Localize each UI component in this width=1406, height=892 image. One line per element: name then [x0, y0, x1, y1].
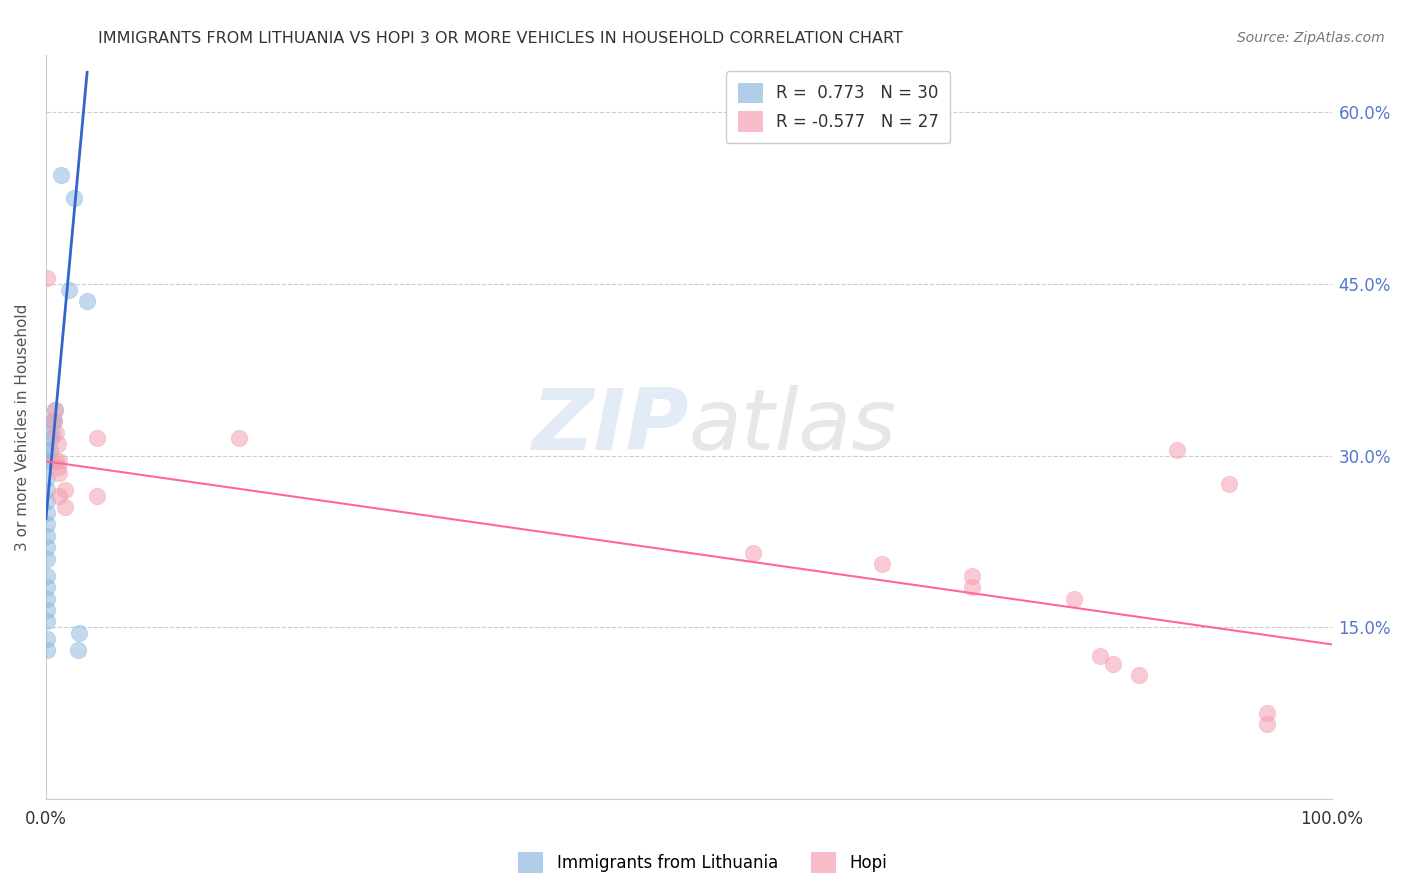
Point — [46, 437, 69, 451]
Point — [86, 489, 108, 503]
Point — [37, 568, 59, 582]
Point — [39, 432, 62, 446]
Point — [37, 506, 59, 520]
Text: ZIP: ZIP — [531, 385, 689, 468]
Point — [41, 414, 63, 428]
Point — [44, 402, 66, 417]
Point — [1102, 657, 1125, 671]
Point — [37, 580, 59, 594]
Point — [37, 454, 59, 468]
Point — [1256, 717, 1278, 731]
Point — [1166, 442, 1188, 457]
Point — [44, 402, 66, 417]
Point — [37, 615, 59, 629]
Point — [960, 568, 983, 582]
Point — [38, 454, 60, 468]
Point — [48, 489, 70, 503]
Point — [37, 271, 59, 285]
Point — [42, 414, 65, 428]
Point — [46, 460, 69, 475]
Point — [58, 283, 80, 297]
Point — [960, 580, 983, 594]
Text: IMMIGRANTS FROM LITHUANIA VS HOPI 3 OR MORE VEHICLES IN HOUSEHOLD CORRELATION CH: IMMIGRANTS FROM LITHUANIA VS HOPI 3 OR M… — [98, 31, 903, 46]
Point — [37, 603, 59, 617]
Point — [37, 540, 59, 554]
Point — [37, 551, 59, 566]
Point — [41, 425, 63, 440]
Point — [228, 432, 250, 446]
Point — [67, 643, 90, 657]
Point — [63, 191, 86, 205]
Point — [37, 494, 59, 508]
Point — [870, 558, 893, 572]
Point — [53, 500, 76, 514]
Point — [76, 294, 98, 309]
Point — [45, 425, 67, 440]
Legend: R =  0.773   N = 30, R = -0.577   N = 27: R = 0.773 N = 30, R = -0.577 N = 27 — [725, 70, 950, 144]
Point — [48, 454, 70, 468]
Point — [742, 546, 765, 560]
Point — [37, 471, 59, 485]
Legend: Immigrants from Lithuania, Hopi: Immigrants from Lithuania, Hopi — [512, 846, 894, 880]
Point — [1128, 668, 1150, 682]
Point — [1063, 591, 1085, 606]
Point — [37, 591, 59, 606]
Point — [67, 626, 90, 640]
Point — [38, 442, 60, 457]
Point — [37, 442, 59, 457]
Point — [45, 454, 67, 468]
Point — [37, 517, 59, 532]
Y-axis label: 3 or more Vehicles in Household: 3 or more Vehicles in Household — [15, 303, 30, 550]
Text: Source: ZipAtlas.com: Source: ZipAtlas.com — [1237, 31, 1385, 45]
Point — [1256, 706, 1278, 720]
Point — [37, 483, 59, 497]
Point — [42, 414, 65, 428]
Point — [37, 632, 59, 646]
Point — [53, 483, 76, 497]
Text: atlas: atlas — [689, 385, 897, 468]
Point — [51, 168, 73, 182]
Point — [86, 432, 108, 446]
Point — [48, 466, 70, 480]
Point — [1218, 477, 1240, 491]
Point — [1088, 648, 1111, 663]
Point — [37, 643, 59, 657]
Point — [37, 529, 59, 543]
